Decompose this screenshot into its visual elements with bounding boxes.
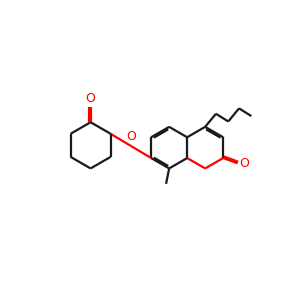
Text: O: O — [126, 130, 136, 143]
Text: O: O — [239, 157, 249, 170]
Text: O: O — [86, 92, 95, 105]
